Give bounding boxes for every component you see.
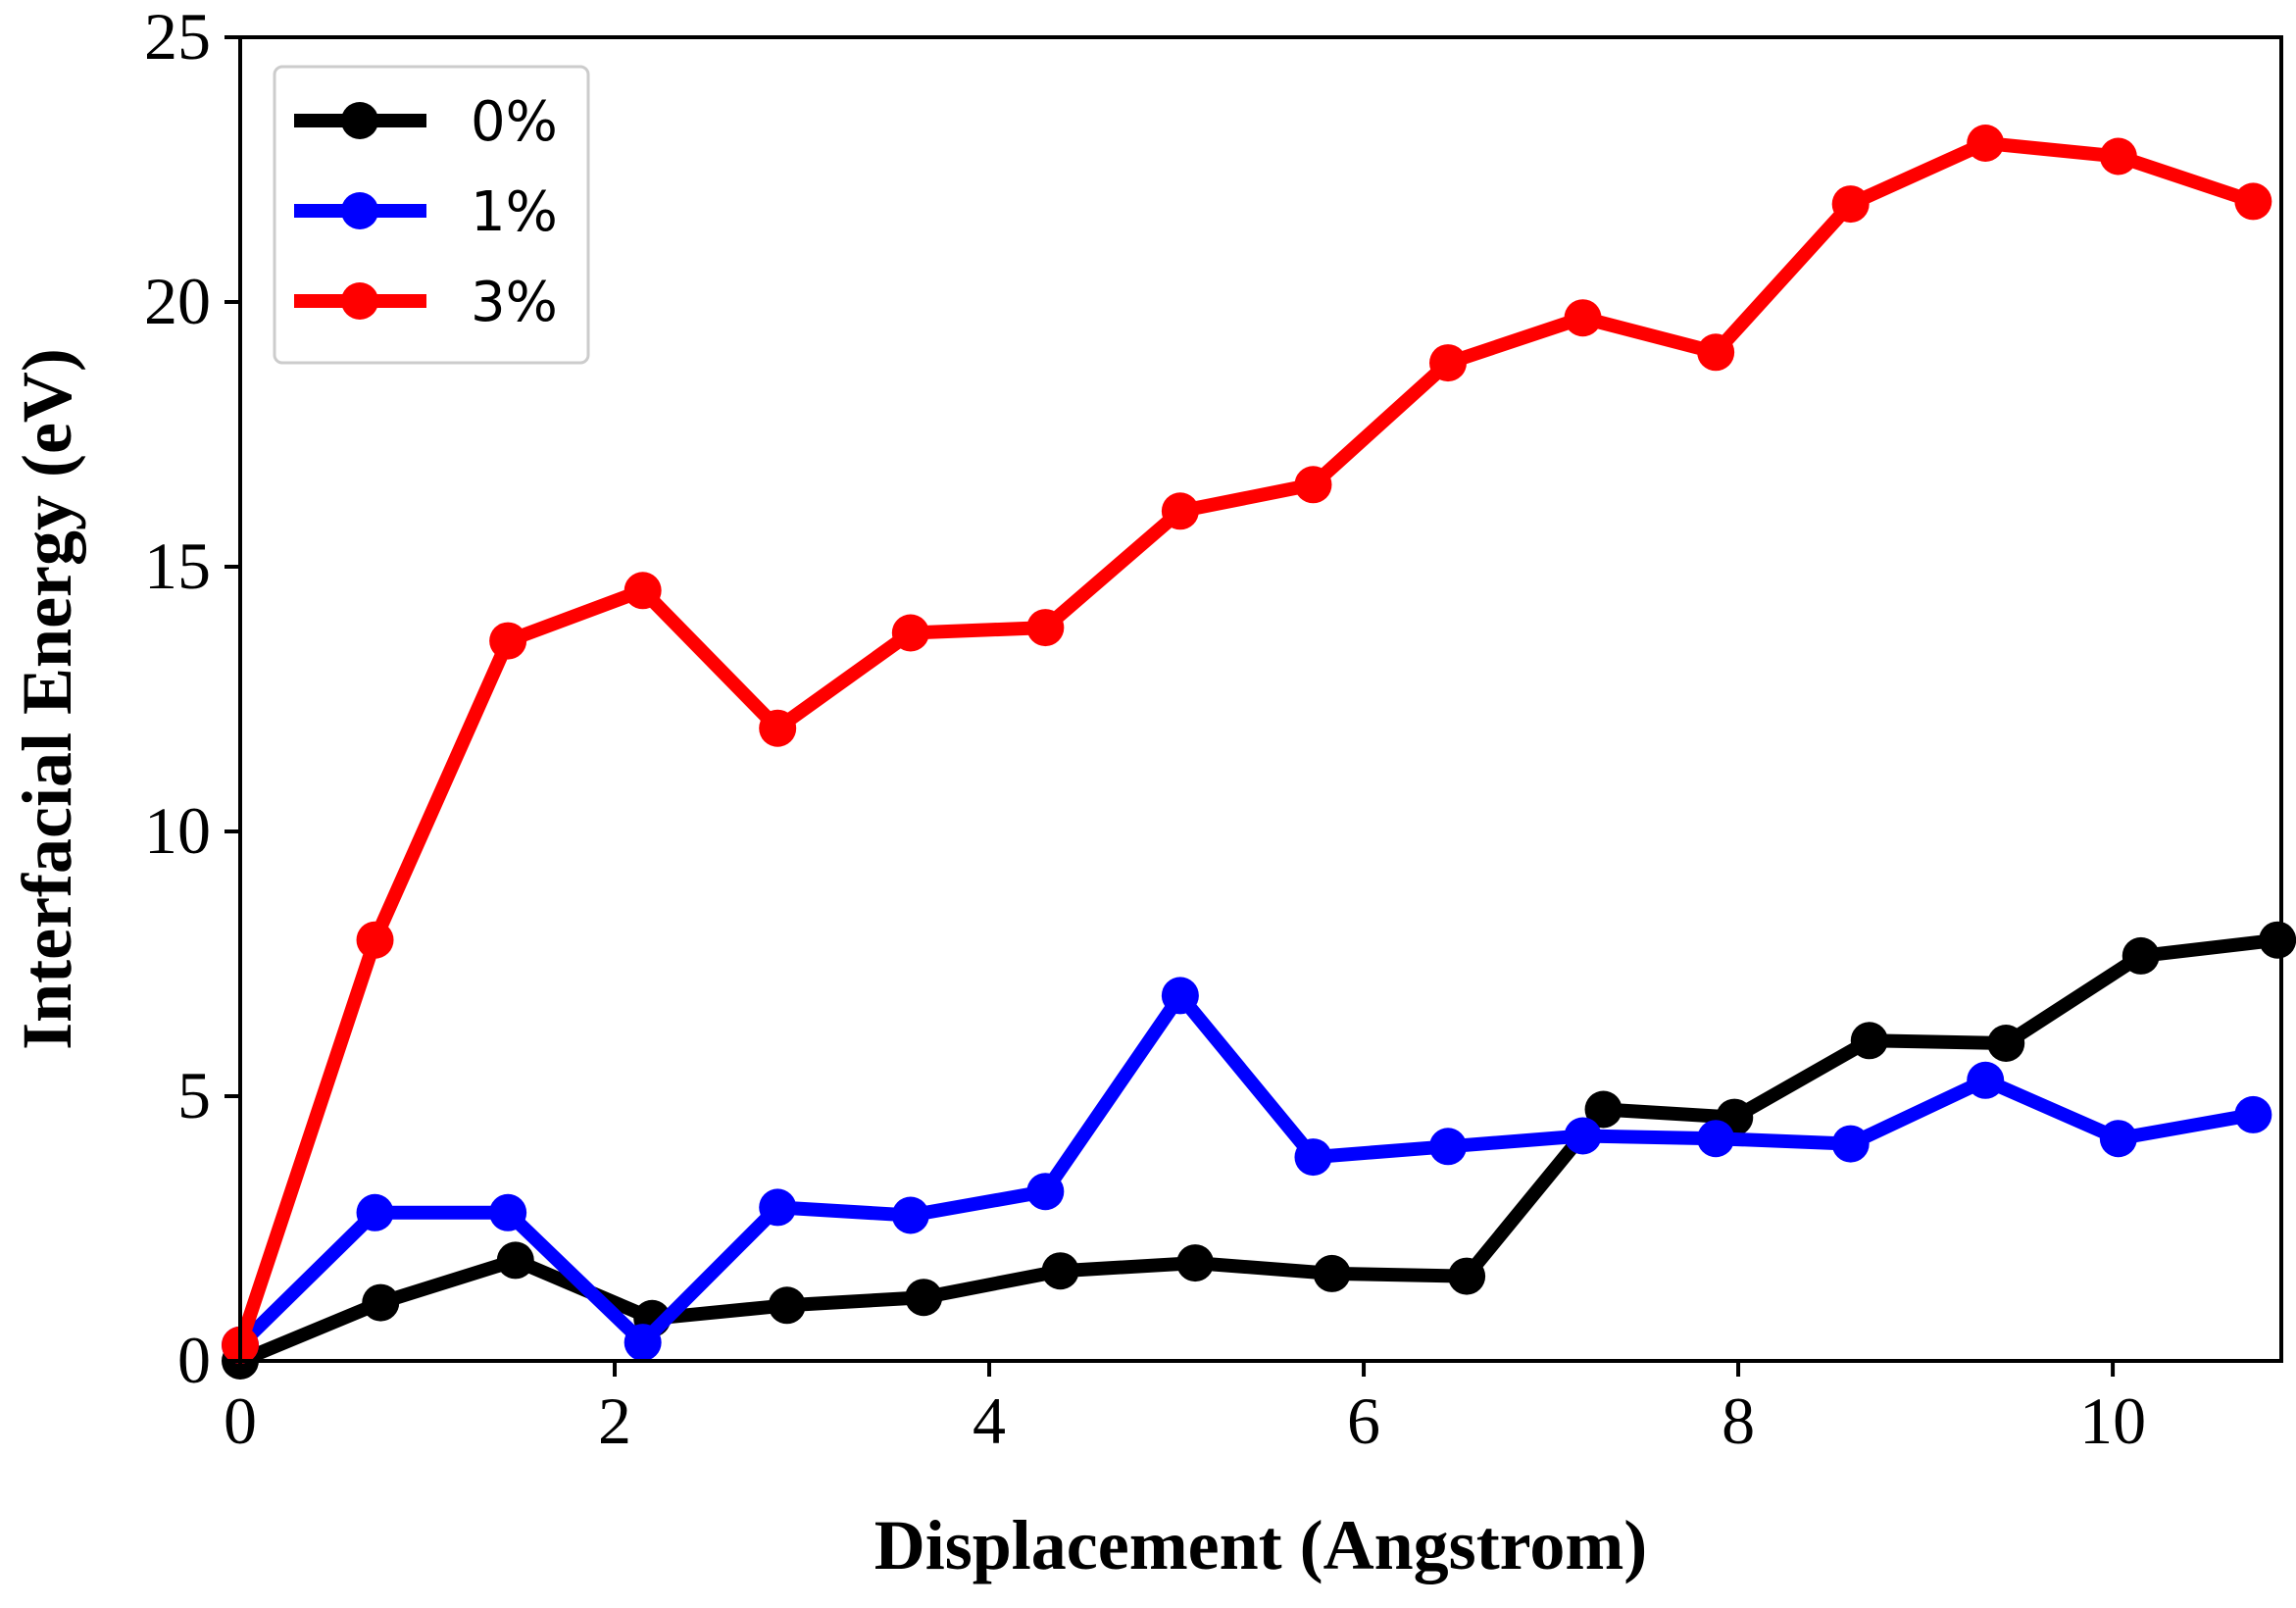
data-point: [1161, 977, 1199, 1015]
y-tick-label: 0: [177, 1323, 211, 1397]
data-point: [2234, 182, 2272, 221]
y-axis-title: Interfacial Energy (eV): [8, 348, 86, 1050]
data-point: [1831, 1125, 1870, 1163]
data-point: [1697, 333, 1735, 372]
series-line: [233, 932, 2285, 1368]
series-0: [222, 921, 2296, 1380]
x-tick-label: 8: [1722, 1383, 1755, 1458]
data-point: [2234, 1095, 2272, 1133]
x-tick-label: 4: [973, 1383, 1006, 1458]
y-tick-label: 5: [177, 1058, 211, 1132]
series-2: [222, 125, 2272, 1364]
data-point: [1850, 1022, 1888, 1060]
y-tick-label: 25: [144, 0, 211, 74]
legend-label: 0%: [471, 90, 558, 154]
legend-marker: [341, 192, 378, 229]
data-point: [759, 709, 797, 747]
data-point: [2099, 1120, 2137, 1158]
data-point: [891, 614, 929, 652]
data-point: [489, 622, 527, 660]
data-point: [1564, 1117, 1602, 1155]
x-axis-title: Displacement (Angstrom): [874, 1506, 1648, 1584]
data-point: [1831, 185, 1870, 224]
legend-marker: [341, 102, 378, 139]
y-tick-label: 20: [144, 264, 211, 338]
legend-label: 3%: [471, 271, 558, 334]
data-point: [489, 1193, 527, 1231]
legend-marker: [341, 282, 378, 320]
y-tick-label: 10: [144, 793, 211, 868]
legend: 0% 1% 3%: [273, 65, 590, 365]
data-point: [362, 1283, 400, 1322]
data-point: [1584, 1090, 1622, 1129]
data-point: [1967, 1061, 2005, 1099]
data-point: [624, 572, 662, 610]
x-tick-label: 10: [2079, 1383, 2146, 1458]
series-1: [222, 977, 2272, 1364]
data-point: [1987, 1025, 2025, 1062]
data-point: [1967, 125, 2005, 162]
axes: 0 2 4 6 8 10 0 5 10 15 20 25: [144, 0, 2283, 1458]
legend-item: 3%: [294, 271, 558, 334]
y-tick-label: 15: [144, 528, 211, 603]
data-point: [1161, 492, 1199, 530]
series-line: [233, 136, 2261, 1352]
series-line: [233, 988, 2261, 1352]
data-point: [905, 1279, 943, 1317]
x-tick-label: 2: [598, 1383, 631, 1458]
data-point: [1026, 609, 1065, 647]
data-point: [356, 1193, 394, 1231]
data-point: [1697, 1120, 1735, 1158]
data-point: [1429, 344, 1468, 382]
data-point: [1041, 1252, 1079, 1290]
legend-label: 1%: [471, 180, 558, 244]
data-point: [1448, 1257, 1486, 1295]
data-point: [1429, 1128, 1468, 1166]
data-point: [759, 1188, 797, 1227]
legend-item: 1%: [294, 180, 558, 244]
data-point: [2099, 137, 2137, 176]
legend-item: 0%: [294, 90, 558, 154]
data-point: [891, 1196, 929, 1234]
data-point: [1176, 1244, 1215, 1282]
x-tick-label: 6: [1347, 1383, 1380, 1458]
data-point: [1313, 1254, 1351, 1292]
data-point: [624, 1324, 662, 1362]
data-point: [356, 921, 394, 959]
data-point: [1564, 299, 1602, 337]
plot-frame: [238, 35, 2283, 1363]
data-point: [1294, 1138, 1332, 1177]
data-point: [768, 1286, 806, 1325]
data-point: [2121, 936, 2160, 975]
data-point: [1294, 466, 1332, 504]
data-point: [496, 1241, 534, 1280]
data-point: [1026, 1173, 1065, 1211]
x-tick-label: 0: [224, 1383, 257, 1458]
series-group: [222, 125, 2296, 1380]
data-point: [2259, 921, 2296, 959]
